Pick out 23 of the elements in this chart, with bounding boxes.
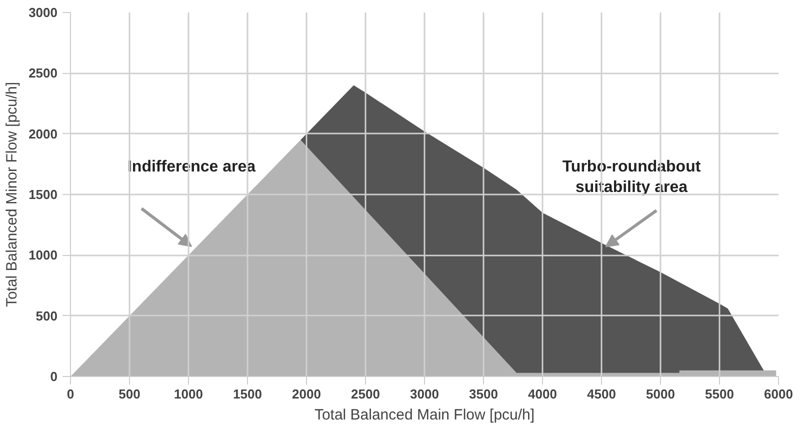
x-tick-label: 3000 <box>410 386 439 402</box>
x-tick-label: 3500 <box>469 386 498 402</box>
x-tick-label: 1500 <box>233 386 262 402</box>
y-tick-label: 0 <box>50 369 58 384</box>
x-tick-label: 500 <box>118 386 140 402</box>
x-tick-label: 2000 <box>292 386 321 402</box>
y-axis-title: Total Balanced Minor Flow [pcu/h] <box>4 82 21 308</box>
y-tick-label: 1500 <box>28 187 58 202</box>
x-tick-label: 5000 <box>646 386 675 402</box>
annotation: Indifference area <box>127 158 256 176</box>
y-tick-label: 2000 <box>28 126 58 142</box>
y-tick-label: 1000 <box>28 248 58 263</box>
x-tick-label: 2500 <box>351 386 380 402</box>
x-tick-label: 4500 <box>587 386 616 402</box>
x-tick-label: 0 <box>66 386 74 402</box>
x-tick-label: 1000 <box>174 386 203 402</box>
y-tick-label: 500 <box>36 308 58 324</box>
x-tick-label: 4000 <box>528 386 557 402</box>
y-tick-label: 2500 <box>28 66 58 81</box>
y-tick-label: 3000 <box>28 5 58 20</box>
x-tick-label: 6000 <box>764 386 793 402</box>
x-tick-label: 5500 <box>705 386 734 402</box>
x-axis-title: Total Balanced Main Flow [pcu/h] <box>314 406 535 424</box>
